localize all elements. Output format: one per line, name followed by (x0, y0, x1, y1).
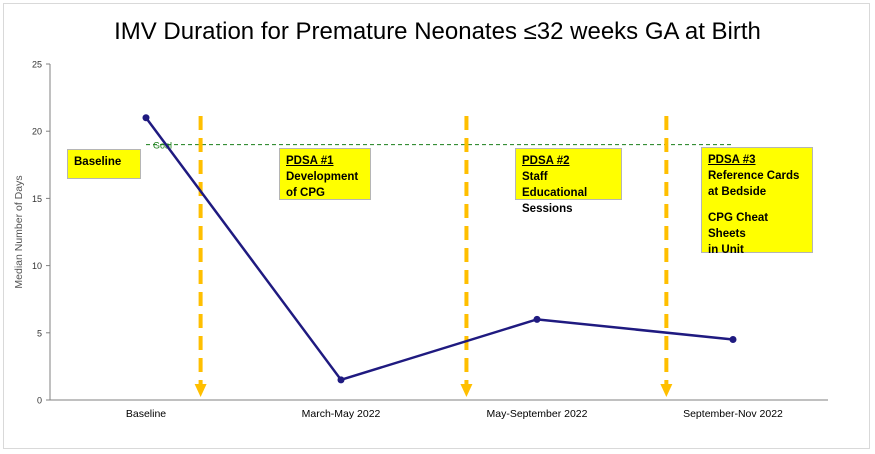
annotation-line (708, 200, 806, 210)
data-point (142, 114, 150, 122)
annotation-heading: PDSA #2 (522, 155, 570, 167)
phase-marker-arrowhead (660, 384, 673, 397)
x-tick-label: March-May 2022 (302, 408, 381, 420)
phase-marker-arrowhead (460, 384, 473, 397)
annotation-line: CPG Cheat Sheets (708, 212, 769, 240)
annotation-box: PDSA #1 Development of CPG (279, 148, 371, 200)
x-tick-label: Baseline (126, 408, 166, 420)
annotation-line: Baseline (74, 156, 122, 168)
phase-marker-arrowhead (194, 384, 207, 397)
annotation-line: in Unit (708, 244, 744, 256)
annotation-line: Development (286, 171, 359, 183)
annotation-line: Staff Educational (522, 171, 588, 199)
annotation-box: Baseline (67, 149, 141, 179)
chart-title: IMV Duration for Premature Neonates ≤32 … (114, 18, 761, 45)
data-point (533, 315, 541, 323)
data-point (729, 336, 737, 344)
y-tick-label: 25 (32, 60, 42, 70)
annotation-box: PDSA #3 Reference Cards at Bedside CPG Chea… (701, 147, 813, 256)
data-point (337, 376, 345, 384)
y-tick-label: 10 (32, 261, 42, 271)
series-line (144, 117, 734, 382)
annotation-heading: PDSA #3 (708, 154, 756, 166)
annotation-line: Sessions (522, 203, 573, 215)
annotation-line: at Bedside (708, 186, 767, 198)
x-tick-label: September-Nov 2022 (683, 408, 783, 420)
y-tick-label: 15 (32, 194, 42, 204)
annotation-heading: PDSA #1 (286, 155, 334, 167)
annotation-line: of CPG (286, 187, 325, 199)
y-axis-label: Median Number of Days (13, 175, 25, 288)
y-tick-label: 5 (37, 328, 42, 338)
goal-label: Goal (153, 141, 172, 151)
annotation-line: Reference Cards (708, 170, 800, 182)
annotation-box: PDSA #2 Staff Educational Sessions (515, 148, 622, 215)
x-tick-label: May-September 2022 (487, 408, 588, 420)
y-tick-label: 20 (32, 127, 42, 137)
y-tick-label: 0 (37, 396, 42, 406)
